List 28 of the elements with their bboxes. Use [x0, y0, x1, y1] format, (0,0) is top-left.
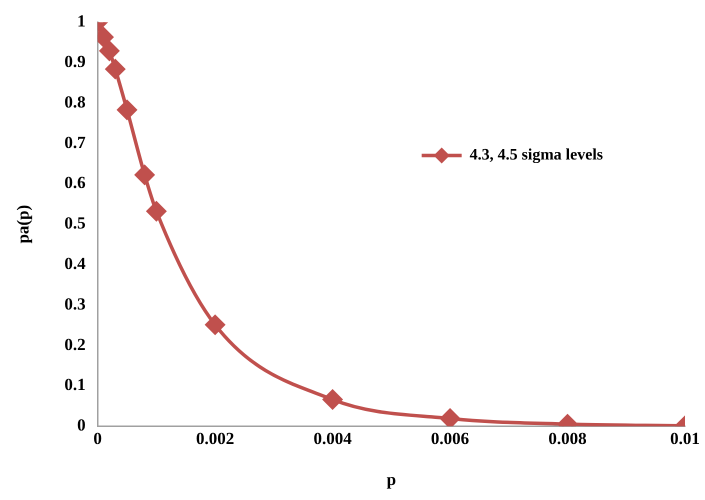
y-tick-label: 0.6	[64, 173, 86, 192]
x-tick-label: 0.004	[313, 428, 352, 448]
x-tick-label: 0.01	[670, 428, 700, 448]
y-tick-label: 0.9	[64, 52, 86, 71]
x-tick-label: 0.002	[196, 428, 234, 448]
y-tick-label: 0.5	[64, 214, 86, 233]
point	[205, 315, 225, 335]
y-tick-label: 0.2	[64, 334, 86, 354]
point	[100, 41, 120, 61]
point	[134, 165, 154, 185]
y-tick-label: 0	[77, 416, 86, 435]
y-tick-label: 0.4	[64, 254, 86, 273]
legend-label: 4.3, 4.5 sigma levels	[470, 146, 604, 164]
x-axis-title: p	[386, 470, 396, 490]
point	[440, 408, 460, 426]
point	[106, 59, 126, 79]
x-tick-label: 0.008	[548, 428, 587, 448]
point	[146, 202, 166, 222]
point	[322, 390, 342, 410]
y-tick-label: 1	[77, 12, 86, 31]
y-axis-title: pa(p)	[14, 204, 33, 244]
y-tick-label: 0.3	[64, 294, 86, 314]
y-tick-label: 0.8	[64, 92, 86, 112]
x-tick-label: 0	[93, 428, 102, 448]
y-tick-label: 0.1	[64, 375, 86, 394]
point	[117, 100, 137, 120]
x-tick-label: 0.006	[430, 428, 470, 448]
y-tick-label: 0.7	[64, 132, 86, 152]
